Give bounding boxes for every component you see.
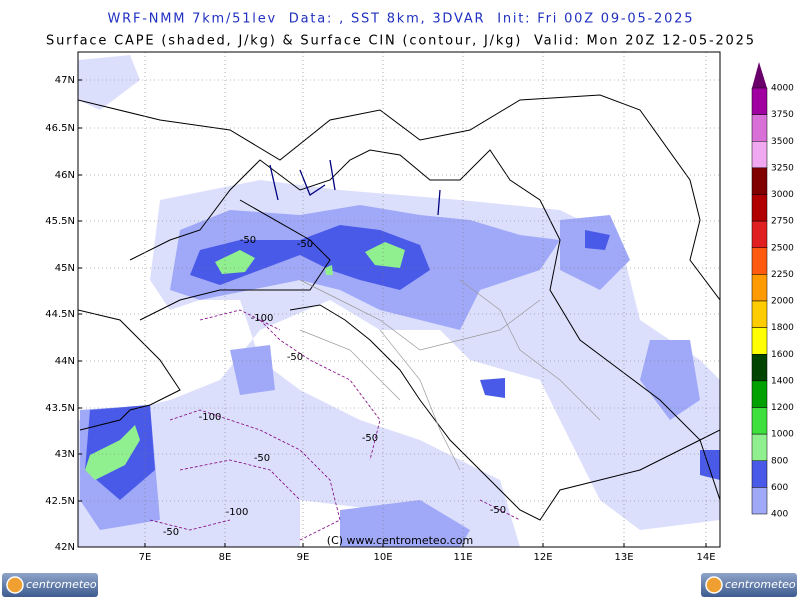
colorbar-label: 3000 (771, 190, 794, 200)
colorbar-label: 2000 (771, 297, 794, 307)
contour-label: -50 (297, 239, 313, 250)
colorbar-swatch (751, 114, 768, 142)
colorbar-label: 1000 (771, 430, 794, 440)
colorbar-label: 800 (771, 456, 788, 466)
contour-label: -50 (163, 527, 179, 538)
colorbar-swatch (751, 300, 768, 328)
colorbar-swatch (751, 87, 768, 115)
colorbar-swatch (751, 327, 768, 355)
colorbar-swatch (751, 460, 768, 488)
colorbar-label: 400 (771, 510, 788, 520)
colorbar-label: 1400 (771, 376, 794, 386)
lat-label: 46.5N (45, 123, 75, 134)
contour-label: -50 (287, 352, 303, 363)
colorbar-swatch (751, 433, 768, 461)
lat-label: 43N (55, 449, 75, 460)
colorbar-swatch (751, 487, 768, 515)
lon-label: 9E (297, 552, 310, 563)
colorbar-label: 3500 (771, 137, 794, 147)
lat-label: 44.5N (45, 309, 75, 320)
lon-label: 8E (219, 552, 232, 563)
contour-label: -50 (254, 453, 270, 464)
colorbar-swatch (751, 141, 768, 169)
colorbar-swatch (751, 220, 768, 248)
colorbar-label: 2500 (771, 243, 794, 253)
colorbar-label: 1800 (771, 323, 794, 333)
colorbar-swatch (751, 380, 768, 408)
colorbar-label: 1200 (771, 403, 794, 413)
colorbar-swatch (751, 407, 768, 435)
lon-label: 14E (696, 552, 715, 563)
lat-label: 42.5N (45, 496, 75, 507)
logo-text: centrometeo (725, 578, 796, 591)
contour-label: -100 (226, 507, 249, 518)
map-area (78, 52, 720, 547)
copyright: (C) www.centrometeo.com (327, 534, 473, 547)
lon-label: 12E (533, 552, 552, 563)
labels: 47N 46.5N 46N 45.5N 45N 44.5N 44N 43.5N 43N 42.5N… (45, 75, 715, 563)
lon-label: 13E (614, 552, 633, 563)
lon-label: 10E (373, 552, 392, 563)
colorbar-swatch (751, 167, 768, 195)
lon-label: 7E (139, 552, 152, 563)
logo-text: centrometeo (26, 578, 97, 591)
contour-label: -50 (362, 433, 378, 444)
lat-label: 44N (55, 356, 75, 367)
contour-label: -50 (240, 235, 256, 246)
lat-label: 45.5N (45, 216, 75, 227)
colorbar-label: 2750 (771, 217, 794, 227)
contour-label: -100 (251, 313, 274, 324)
lon-label: 11E (453, 552, 472, 563)
map-frame (77, 51, 721, 548)
lat-label: 45N (55, 263, 75, 274)
colorbar-arrow (752, 62, 767, 88)
colorbar-label: 4000 (771, 84, 794, 94)
colorbar-swatch (751, 354, 768, 382)
lat-label: 42N (55, 542, 75, 553)
contour-label: -50 (490, 505, 506, 516)
colorbar: 4000 3750 3500 3250 3000 2750 2500 2250 2000 1800… (751, 84, 794, 520)
colorbar-swatch (751, 247, 768, 275)
colorbar-label: 3750 (771, 110, 794, 120)
header-line1: WRF-NMM 7km/51lev Data: , SST 8km, 3DVAR… (108, 12, 693, 27)
lat-label: 43.5N (45, 403, 75, 414)
logo-left: centrometeo (2, 573, 98, 597)
lat-label: 46N (55, 170, 75, 181)
colorbar-label: 1600 (771, 350, 794, 360)
header-line2: Surface CAPE (shaded, J/kg) & Surface CI… (46, 34, 754, 49)
colorbar-swatch (751, 194, 768, 222)
lat-label: 47N (55, 75, 75, 86)
colorbar-swatch (751, 274, 768, 302)
colorbar-label: 3250 (771, 163, 794, 173)
colorbar-label: 2250 (771, 270, 794, 280)
colorbar-label: 600 (771, 483, 788, 493)
contour-label: -100 (199, 412, 222, 423)
logo-right: centrometeo (701, 573, 797, 597)
